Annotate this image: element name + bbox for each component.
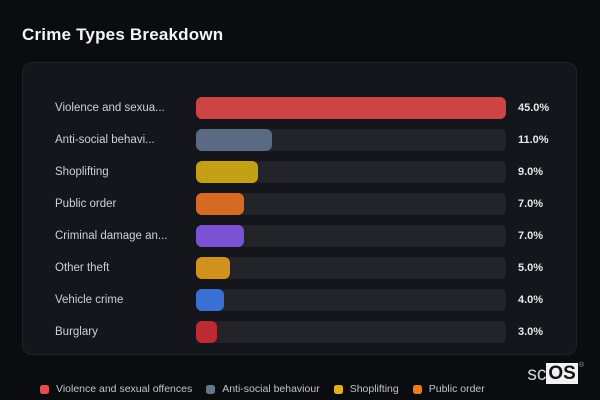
scos-watermark: sc OS ® [527, 362, 584, 384]
legend-swatch-icon [206, 384, 216, 394]
legend-label: Violence and sexual offences [56, 383, 193, 395]
page-title: Crime Types Breakdown [22, 25, 224, 44]
bar-row: Anti-social behavi... 11.0% [23, 129, 576, 151]
category-label: Violence and sexua... [55, 102, 165, 114]
bar-row: Burglary 3.0% [23, 321, 576, 343]
category-label: Other theft [55, 262, 110, 274]
legend-swatch-icon [412, 384, 422, 394]
category-label: Anti-social behavi... [55, 134, 155, 146]
legend-label: Public order [428, 383, 485, 395]
value-label: 45.0% [518, 102, 550, 114]
legend-swatch-icon [40, 384, 49, 394]
chart-panel: Violence and sexua... 45.0% Anti-social … [22, 62, 577, 355]
category-label: Burglary [55, 326, 98, 338]
legend-swatch-icon [333, 384, 343, 394]
bar-row: Public order 7.0% [23, 193, 576, 215]
value-label: 11.0% [518, 134, 549, 146]
bar[interactable] [196, 97, 506, 119]
bar[interactable] [196, 129, 272, 151]
bar-track [196, 289, 506, 311]
bar-row: Other theft 5.0% [23, 257, 576, 279]
bar-track [196, 321, 506, 343]
value-label: 3.0% [518, 326, 544, 338]
bar-row: Vehicle crime 4.0% [23, 289, 576, 311]
legend-label: Shoplifting [349, 383, 399, 395]
bar-rows: Violence and sexua... 45.0% Anti-social … [23, 97, 576, 353]
legend-label: Anti-social behaviour [222, 383, 320, 395]
registered-mark-icon: ® [578, 362, 584, 369]
category-label: Criminal damage an... [55, 230, 168, 242]
bar-row: Violence and sexua... 45.0% [23, 97, 576, 119]
legend-item[interactable]: Violence and sexual offences [40, 383, 192, 395]
bar-track [196, 225, 506, 247]
bar-track [196, 129, 506, 151]
value-label: 5.0% [518, 262, 544, 274]
bar-row: Criminal damage an... 7.0% [23, 225, 576, 247]
bar[interactable] [196, 289, 224, 311]
value-label: 9.0% [518, 166, 544, 178]
category-label: Vehicle crime [55, 294, 124, 306]
value-label: 4.0% [518, 294, 544, 306]
legend-item[interactable]: Shoplifting [333, 383, 399, 395]
bar-track [196, 257, 506, 279]
bar-row: Shoplifting 9.0% [23, 161, 576, 183]
watermark-logo: OS [546, 363, 578, 384]
value-label: 7.0% [518, 198, 544, 210]
bar[interactable] [196, 321, 217, 343]
bar-track [196, 193, 506, 215]
bar[interactable] [196, 193, 245, 215]
bar[interactable] [196, 257, 231, 279]
bar[interactable] [196, 161, 258, 183]
bar-track [196, 161, 506, 183]
chart-legend: Violence and sexual offences Anti-social… [40, 383, 485, 395]
category-label: Public order [55, 198, 117, 210]
category-label: Shoplifting [55, 166, 109, 178]
watermark-prefix: sc [527, 364, 547, 385]
bar-track [196, 97, 506, 119]
value-label: 7.0% [518, 230, 544, 242]
bar[interactable] [196, 225, 245, 247]
legend-item[interactable]: Anti-social behaviour [206, 383, 320, 395]
legend-item[interactable]: Public order [412, 383, 485, 395]
